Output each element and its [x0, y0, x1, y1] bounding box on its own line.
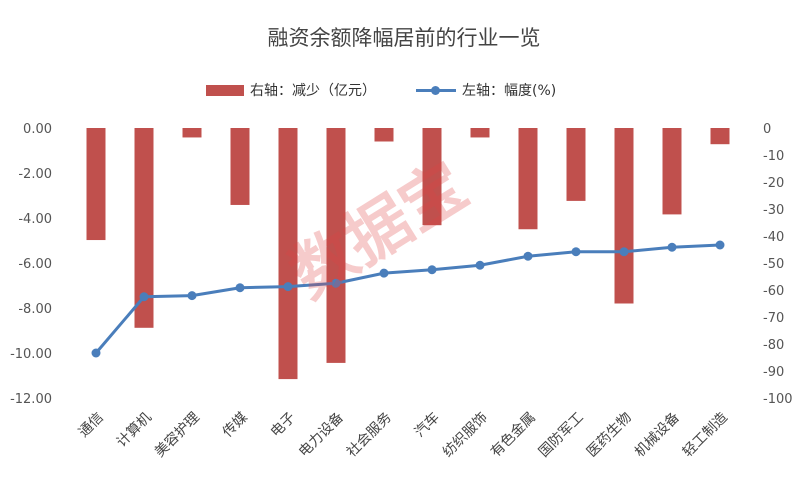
line-series-path	[94, 243, 721, 354]
bar-mark	[374, 128, 394, 142]
legend-item-line: 左轴：幅度(%)	[416, 80, 556, 100]
left-axis-tick-label: -4.00	[18, 212, 52, 227]
bar-mark	[710, 128, 730, 145]
line-point	[715, 240, 725, 250]
right-axis-tick-label: -80	[763, 338, 784, 353]
line-point	[667, 242, 677, 252]
bar-mark	[566, 128, 586, 201]
bar-mark	[182, 128, 202, 138]
right-axis-tick-label: -20	[763, 176, 784, 191]
category-tick-label: 有色金属	[487, 409, 539, 461]
left-axis-tick-label: -6.00	[18, 257, 52, 272]
category-tick-label: 汽车	[411, 409, 443, 441]
line-point	[523, 251, 533, 261]
left-axis-tick-label: -10.00	[10, 347, 52, 362]
chart-legend: 右轴：减少（亿元） 左轴：幅度(%)	[206, 80, 596, 100]
right-axis-tick-label: -70	[763, 311, 784, 326]
line-point	[475, 260, 485, 270]
legend-line-label: 左轴：幅度(%)	[462, 83, 557, 99]
bar-mark	[86, 128, 106, 241]
left-axis-tick-label: -8.00	[18, 302, 52, 317]
legend-bar-label: 右轴：减少（亿元）	[250, 83, 376, 99]
bar-mark	[518, 128, 538, 230]
right-axis-tick-label: -10	[763, 149, 784, 164]
bar-mark	[278, 128, 298, 380]
line-point	[91, 348, 101, 358]
category-tick-label: 传媒	[220, 410, 251, 441]
category-tick-label: 电力设备	[295, 409, 347, 461]
category-tick-label: 轻工制造	[680, 410, 731, 461]
right-axis-tick-label: -100	[763, 392, 793, 407]
legend-line-swatch	[416, 85, 456, 96]
bar-mark	[134, 128, 154, 328]
line-point	[235, 283, 245, 293]
line-point	[619, 247, 629, 257]
category-tick-label: 电子	[268, 410, 299, 441]
category-tick-label: 机械设备	[631, 409, 683, 461]
bar-mark	[662, 128, 682, 215]
category-tick-label: 通信	[76, 410, 107, 441]
category-tick-label: 美容护理	[151, 409, 203, 461]
left-axis-tick-label: -12.00	[10, 392, 52, 407]
right-axis-tick-label: -40	[763, 230, 784, 245]
category-tick-label: 社会服务	[344, 410, 395, 461]
bar-mark	[614, 128, 634, 304]
category-tick-label: 国防军工	[536, 410, 587, 461]
legend-bar-swatch	[206, 84, 244, 96]
bar-mark	[326, 128, 346, 363]
left-axis-tick-label: 0.00	[23, 122, 52, 137]
line-point	[139, 292, 149, 302]
line-point	[283, 282, 293, 292]
bar-mark	[422, 128, 442, 226]
legend-item-bar: 右轴：减少（亿元）	[206, 80, 376, 100]
right-axis-tick-label: 0	[763, 122, 771, 137]
line-point	[571, 247, 581, 257]
line-point	[379, 268, 389, 278]
right-axis-tick-label: -60	[763, 284, 784, 299]
bar-mark	[470, 128, 490, 138]
chart-title: 融资余额降幅居前的行业一览	[267, 26, 541, 50]
bar-mark	[230, 128, 250, 205]
category-tick-label: 医药生物	[584, 410, 635, 461]
right-axis-tick-label: -30	[763, 203, 784, 218]
right-axis-tick-label: -50	[763, 257, 784, 272]
right-axis-tick-label: -90	[763, 365, 784, 380]
category-tick-label: 纺织服饰	[440, 410, 491, 461]
left-axis-tick-label: -2.00	[18, 167, 52, 182]
line-point	[187, 291, 197, 301]
line-point	[427, 265, 437, 275]
category-tick-label: 计算机	[114, 410, 155, 451]
line-point	[331, 278, 341, 288]
